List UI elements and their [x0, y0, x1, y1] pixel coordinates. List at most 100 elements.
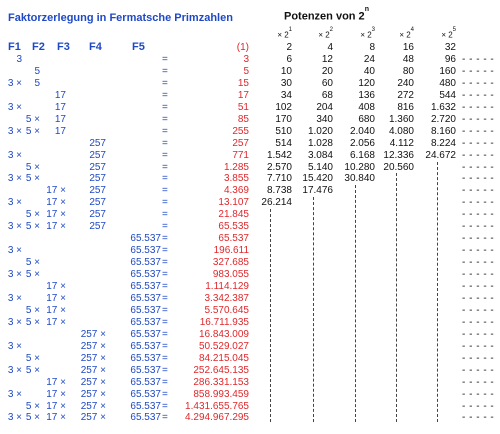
product-value: 255: [232, 125, 249, 137]
power-header-exponent: 2: [329, 27, 333, 33]
product-value: 65.537: [218, 233, 249, 245]
product-value: 5: [243, 65, 249, 77]
product-value: 16.843.009: [198, 328, 249, 340]
factor-f3: 17: [54, 89, 66, 101]
dashed-continuation-line: [437, 161, 438, 423]
power-value: 7.710: [266, 173, 292, 185]
equals-sign: =: [162, 292, 168, 304]
column-header-f4: F4: [89, 41, 102, 53]
empty-power-placeholder: - - - - -: [462, 245, 495, 257]
factor-f1: 3 ×: [7, 77, 22, 89]
power-header-4: × 24: [354, 27, 414, 42]
factor-f5: 65.537: [130, 376, 161, 388]
factor-f1: 3 ×: [7, 221, 22, 233]
factor-f4: 257: [89, 161, 106, 173]
document-title: Faktorzerlegung in Fermatsche Primzahlen: [8, 12, 233, 24]
power-value: 1.632: [430, 101, 456, 113]
empty-power-placeholder: - - - - -: [462, 388, 495, 400]
equals-sign: =: [162, 364, 168, 376]
empty-power-placeholder: - - - - -: [462, 281, 495, 292]
power-header-base: × 2: [318, 30, 330, 40]
empty-power-placeholder: - - - - -: [462, 89, 495, 101]
power-value: 1.360: [388, 113, 414, 125]
product-value: 3: [243, 54, 249, 65]
factor-f4: 257: [89, 185, 106, 197]
power-header-base: × 2: [360, 30, 372, 40]
factor-f4: 257: [89, 173, 106, 185]
equals-sign: =: [162, 316, 168, 328]
factor-f5: 65.537: [130, 257, 161, 269]
empty-power-placeholder: - - - - -: [462, 412, 495, 424]
power-value: 2.040: [349, 125, 375, 137]
factor-f4: 257 ×: [80, 412, 106, 424]
product-value: 3.342.387: [204, 292, 250, 304]
factor-f1: 3: [16, 54, 22, 65]
empty-power-placeholder: - - - - -: [462, 316, 495, 328]
equals-sign: =: [162, 304, 168, 316]
factor-f3: 17 ×: [46, 376, 66, 388]
product-value: 13.107: [218, 197, 249, 209]
factor-f1: 3 ×: [7, 412, 22, 424]
factor-f3: 17 ×: [46, 388, 66, 400]
product-value: 84.215.045: [198, 352, 249, 364]
factor-f2: 5: [34, 77, 40, 89]
power-value: 1.020: [307, 125, 333, 137]
factor-f5: 65.537: [130, 328, 161, 340]
factor-f4: 257 ×: [80, 364, 106, 376]
factor-f4: 257 ×: [80, 376, 106, 388]
power-value: 17.476: [302, 185, 333, 197]
factor-f2: 5 ×: [25, 364, 40, 376]
equals-sign: =: [162, 101, 168, 113]
equals-sign: =: [162, 54, 168, 65]
factor-f1: 3 ×: [7, 340, 22, 352]
column-header-f2: F2: [32, 41, 45, 53]
factor-f5: 65.537: [130, 292, 161, 304]
power-value: 408: [358, 101, 375, 113]
factor-f5: 65.537: [130, 316, 161, 328]
power-value: 40: [363, 65, 375, 77]
empty-power-placeholder: - - - - -: [462, 101, 495, 113]
product-value: 858.993.459: [193, 388, 249, 400]
column-header-f5: F5: [132, 41, 145, 53]
product-value: 4.294.967.295: [185, 412, 249, 424]
powers-title-exponent: n: [364, 6, 369, 13]
product-value: 1.114.129: [205, 281, 249, 292]
power-header-1: × 21: [232, 27, 292, 42]
factor-f2: 5 ×: [25, 125, 40, 137]
factor-f1: 3 ×: [7, 197, 22, 209]
empty-power-placeholder: - - - - -: [462, 400, 495, 412]
factor-f3: 17: [54, 113, 66, 125]
product-value: 51: [237, 101, 249, 113]
power-value: 816: [397, 101, 414, 113]
power-value: 4: [327, 42, 333, 53]
factor-f3: 17 ×: [46, 412, 66, 424]
factor-f5: 65.537: [130, 412, 161, 424]
empty-power-placeholder: - - - - -: [462, 221, 495, 233]
power-value: 20.560: [383, 161, 414, 173]
equals-sign: =: [162, 328, 168, 340]
empty-power-placeholder: - - - - -: [462, 269, 495, 280]
factor-f3: 17 ×: [46, 316, 66, 328]
factor-f4: 257: [89, 221, 106, 233]
factor-f2: 5: [34, 65, 40, 77]
factor-f5: 65.537: [130, 245, 161, 257]
power-value: 16: [402, 42, 414, 53]
power-value: 240: [397, 77, 414, 89]
factor-f2: 5 ×: [25, 269, 40, 280]
dashed-continuation-line: [313, 197, 314, 423]
dashed-continuation-line: [396, 173, 397, 423]
product-value: 983.055: [212, 269, 249, 280]
power-value: 8.160: [430, 125, 456, 137]
power-value: 6: [286, 54, 292, 65]
product-value: 1.285: [223, 161, 249, 173]
equals-sign: =: [162, 340, 168, 352]
factor-f5: 65.537: [130, 364, 161, 376]
power-value: 12.336: [383, 149, 414, 161]
product-value: 3.855: [223, 173, 249, 185]
power-value: 24.672: [425, 149, 456, 161]
power-header-exponent: 5: [452, 27, 456, 33]
power-value: 2.570: [266, 161, 292, 173]
factor-f1: 3 ×: [7, 292, 22, 304]
factor-f3: 17 ×: [46, 400, 66, 412]
factor-f2: 5 ×: [25, 113, 40, 125]
